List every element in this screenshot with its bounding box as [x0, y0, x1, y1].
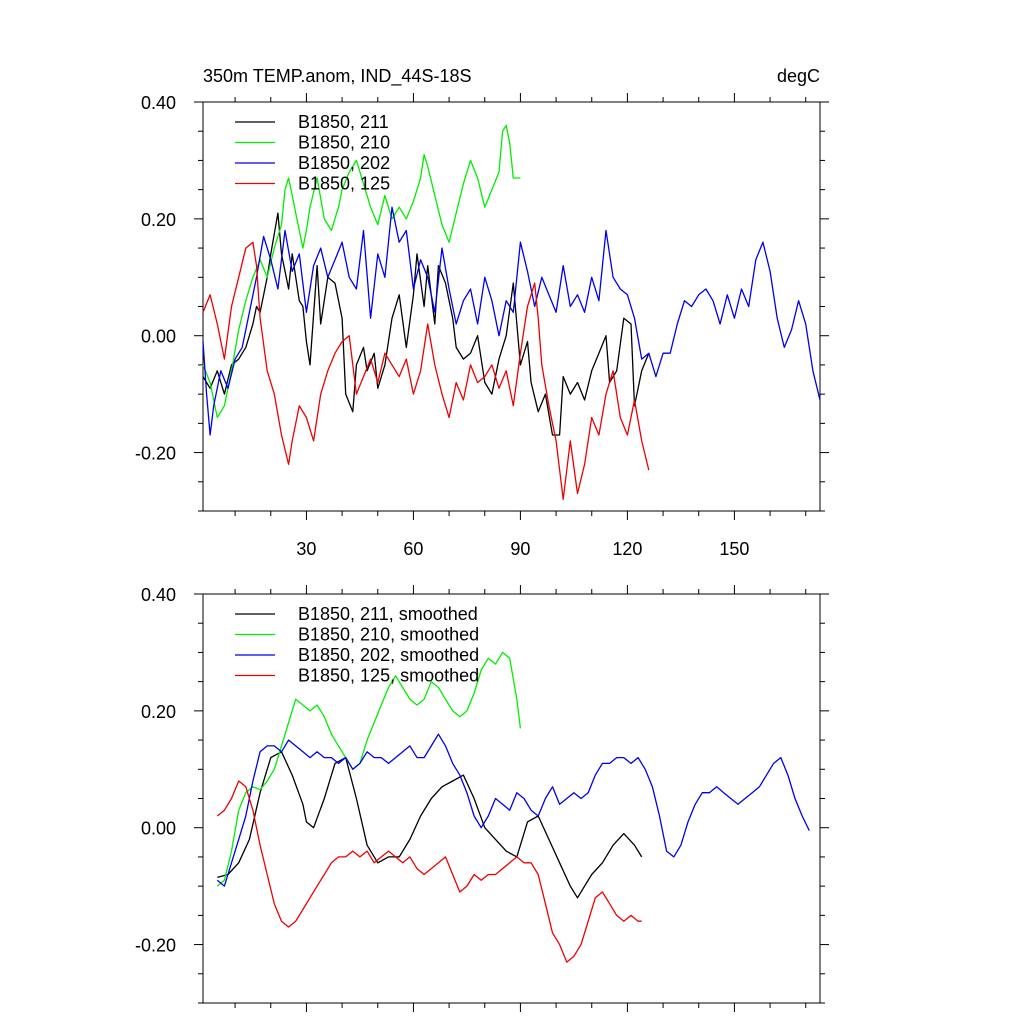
series-line-2 — [202, 124, 521, 419]
x-tick-label: 120 — [612, 539, 642, 559]
legend-label-4: B1850, 125, smoothed — [298, 666, 479, 686]
legend-label-4: B1850, 125 — [298, 174, 390, 194]
series-line-2 — [216, 651, 522, 887]
top-panel: 30 60 90 120 150 -0.20 0.00 0.20 0.40 350m TEMP.a… — [135, 66, 829, 559]
y-tick-label: 0.40 — [141, 93, 176, 113]
legend-label-3: B1850, 202 — [298, 153, 390, 173]
series-line-1 — [217, 751, 643, 899]
legend-label-2: B1850, 210, smoothed — [298, 625, 479, 645]
chart-units: degC — [777, 66, 820, 86]
y-tick-label: 0.20 — [141, 702, 176, 722]
series-line-4 — [216, 780, 642, 963]
x-tick-label: 90 — [510, 539, 530, 559]
legend-label-2: B1850, 210 — [298, 133, 390, 153]
y-tick-label: -0.20 — [135, 936, 176, 956]
x-tick-label: 150 — [719, 539, 749, 559]
y-tick-label: 0.20 — [141, 210, 176, 230]
x-tick-label: 30 — [296, 539, 316, 559]
legend-label-3: B1850, 202, smoothed — [298, 645, 479, 665]
series-line-3 — [216, 733, 810, 887]
legend-label-1: B1850, 211 — [298, 112, 389, 132]
legend-label-1: B1850, 211, smoothed — [298, 604, 478, 624]
chart-title: 350m TEMP.anom, IND_44S-18S — [203, 66, 471, 87]
y-tick-label: -0.20 — [135, 444, 176, 464]
x-tick-label: 60 — [403, 539, 423, 559]
y-tick-label: 0.40 — [141, 585, 176, 605]
y-tick-label: 0.00 — [141, 819, 176, 839]
series-line-3 — [202, 206, 821, 436]
series-line-1 — [202, 212, 650, 436]
series-line-4 — [202, 241, 650, 500]
y-tick-label: 0.00 — [141, 327, 176, 347]
plot-frame — [202, 593, 821, 1004]
